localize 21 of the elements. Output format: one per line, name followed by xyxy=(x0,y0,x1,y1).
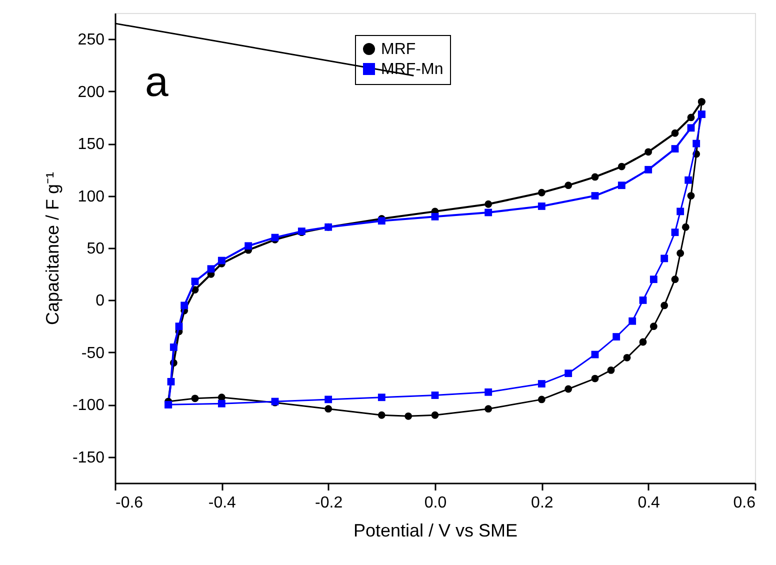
x-tick-label: -0.4 xyxy=(208,494,236,512)
annotation: a xyxy=(145,58,169,105)
x-axis-title: Potential / V vs SME xyxy=(353,520,518,540)
y-tick-label: 150 xyxy=(78,136,105,154)
y-tick-label: -150 xyxy=(72,449,105,466)
y-tick-label: 250 xyxy=(78,32,105,49)
legend-label: MRF-Mn xyxy=(381,61,444,78)
x-tick-label: -0.2 xyxy=(315,494,343,512)
y-tick-label: 0 xyxy=(96,292,105,310)
y-tick-label: -50 xyxy=(81,344,105,362)
x-tick-label: 0.0 xyxy=(424,494,447,512)
y-axis-title: Capacitance / F g⁻¹ xyxy=(42,172,62,326)
x-tick-label: 0.6 xyxy=(733,494,756,512)
y-tick-label: 200 xyxy=(78,84,105,101)
y-tick-label: -100 xyxy=(72,397,105,414)
x-tick-label: 0.4 xyxy=(638,494,660,512)
x-tick-label: -0.6 xyxy=(116,494,144,512)
x-tick-label: 0.2 xyxy=(531,494,554,512)
y-tick-label: 50 xyxy=(86,240,105,258)
legend-label: MRF xyxy=(381,41,416,58)
y-tick-label: 100 xyxy=(78,188,105,206)
